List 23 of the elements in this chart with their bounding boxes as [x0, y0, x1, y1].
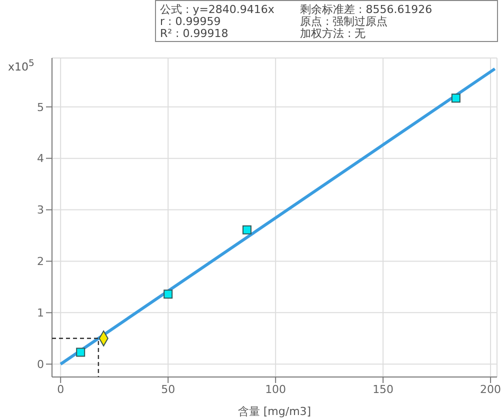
- x-axis-title: 含量 [mg/m3]: [238, 405, 312, 418]
- y-axis-title: x10$^{5}$: [8, 58, 34, 74]
- text: R² : 0.99918: [160, 27, 228, 40]
- x-tick-label: 100: [265, 382, 286, 396]
- x-tick-label: 200: [480, 382, 502, 396]
- point: [164, 290, 173, 299]
- text: 公式 : y=2840.9416x: [160, 3, 274, 16]
- y-tick-label: 3: [37, 204, 44, 217]
- point: [242, 225, 252, 234]
- x-tick-label: 50: [161, 382, 176, 396]
- y-tick-label: 1: [37, 306, 44, 320]
- x-tick-label: 0: [57, 382, 64, 396]
- point: [451, 94, 460, 103]
- text: 原点 : 强制过原点: [300, 15, 388, 28]
- text: r : 0.99959: [160, 15, 221, 28]
- x-tick-label: 150: [372, 382, 394, 396]
- text: 加权方法 : 无: [300, 27, 366, 40]
- y-tick-label: 0: [37, 358, 44, 372]
- y-tick-label: 5: [37, 100, 44, 114]
- y-tick-label: 2: [37, 255, 44, 268]
- y-tick-label: 4: [37, 152, 44, 166]
- text: 剩余标准差 : 8556.61926: [300, 3, 432, 16]
- point: [76, 348, 86, 357]
